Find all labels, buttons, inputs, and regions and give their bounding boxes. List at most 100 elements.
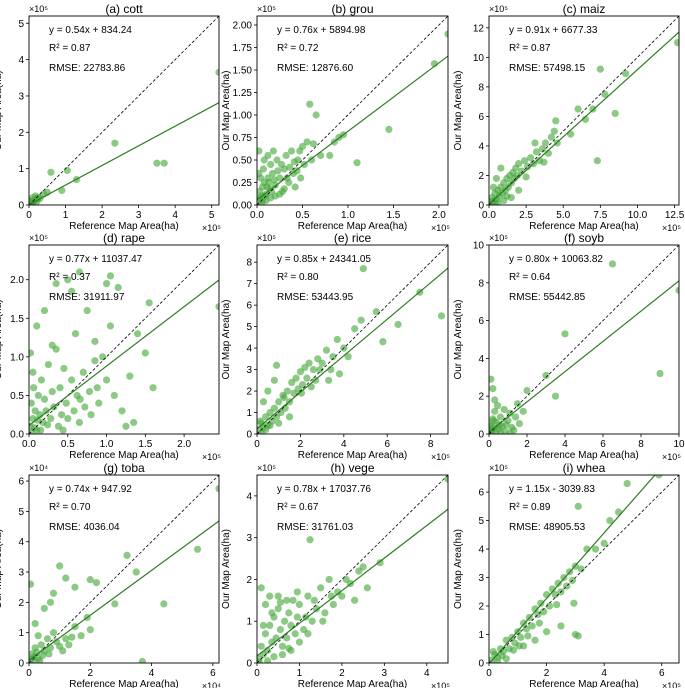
axes-frame: [256, 15, 449, 206]
scatter-point: [33, 322, 41, 330]
x-axis-label: Reference Map Area(ha): [69, 221, 179, 232]
rmse-label: RMSE: 48905.53: [509, 522, 586, 533]
y-scale-label: ×10⁵: [257, 4, 276, 14]
scatter-point: [611, 109, 619, 118]
scatter-point: [47, 168, 55, 176]
scatter-point: [138, 657, 146, 663]
scatter-point: [542, 371, 550, 380]
scatter-point: [268, 609, 276, 617]
y-tick-label: 0.25: [233, 178, 253, 189]
scatter-point: [261, 630, 270, 638]
scatter-point: [56, 562, 64, 570]
scatter-point: [59, 647, 67, 655]
scatter-point: [444, 30, 448, 38]
scatter-point: [52, 279, 60, 288]
y-tick-label: 4: [478, 545, 484, 556]
y-tick-label: 4: [246, 491, 252, 502]
x-tick-label: 8: [428, 439, 434, 450]
fit-line: [257, 267, 448, 430]
panel-c-maiz: 0.0 2.5 5.0 7.5 10.0 12.5 0 2 4 6 8 10 12 ×10⁵ ×10⁵ (c)…: [453, 2, 685, 233]
y-tick-label: 4: [18, 537, 24, 548]
scatter-point: [40, 395, 49, 403]
fit-line: [489, 280, 679, 433]
x-axis-label: Reference Map Area(ha): [529, 450, 639, 461]
scatter-point: [37, 376, 46, 384]
scatter-point: [675, 286, 679, 294]
scatter-points: [257, 30, 448, 205]
scatter-point: [44, 360, 52, 369]
x-tick-label: 6: [600, 439, 606, 450]
r2-label: R² = 0.72: [277, 43, 319, 54]
y-tick-label: 0: [478, 659, 484, 670]
scatter-point: [490, 417, 498, 425]
scatter-point: [40, 604, 48, 613]
scatter-point: [513, 400, 522, 408]
scatter-point: [540, 158, 548, 166]
x-tick-label: 3: [136, 210, 142, 221]
x-tick-label: 10: [673, 439, 685, 450]
scatter-point: [540, 608, 548, 616]
y-tick-label: 10: [473, 53, 485, 64]
scatter-point: [111, 139, 119, 147]
y-tick-label: 2: [478, 171, 484, 182]
scatter-point: [43, 635, 51, 643]
x-axis-label: Reference Map Area(ha): [529, 679, 639, 688]
scatter-point: [274, 605, 282, 613]
scatter-point: [283, 387, 291, 395]
scatter-point: [329, 600, 337, 609]
scatter-point: [326, 151, 334, 160]
x-scale-label: ×10⁵: [202, 452, 221, 462]
scatter-point: [95, 399, 103, 407]
scatter-point: [497, 164, 505, 172]
reference-lines: [29, 475, 219, 663]
panel-g-toba: 0 2 4 6 0 1 2 3 4 5 6 ×10⁴ ×10⁴ (g) toba Reference Map…: [0, 461, 221, 688]
scatter-points: [29, 68, 219, 205]
x-tick-label: 4: [601, 668, 607, 679]
scatter-point: [302, 613, 310, 621]
y-axis-label: Our Map Area(ha): [221, 70, 232, 150]
scatter-point: [574, 105, 582, 113]
scatter-point: [515, 160, 523, 168]
scatter-point: [309, 365, 318, 374]
scatter-point: [515, 420, 524, 428]
reference-lines: [489, 245, 679, 434]
x-scale-label: ×10⁵: [431, 223, 450, 233]
scatter-point: [290, 158, 298, 166]
scatter-point: [81, 403, 89, 411]
scatter-point: [49, 629, 58, 637]
scatter-point: [295, 638, 304, 646]
y-tick-label: 0.75: [233, 133, 253, 144]
scatter-point: [57, 411, 66, 419]
x-tick-label: 7.5: [593, 210, 607, 221]
scatter-point: [31, 619, 39, 628]
fit-line: [29, 520, 219, 661]
equation-label: y = 1.15x - 3039.83: [509, 484, 595, 495]
x-tick-label: 0.0: [22, 439, 36, 450]
y-tick-label: 12: [473, 23, 485, 34]
scatter-point: [517, 633, 525, 641]
axes-frame: [488, 474, 680, 664]
y-scale-label: ×10⁵: [29, 4, 48, 14]
x-tick-label: 4: [172, 210, 178, 221]
y-axis-label: Our Map Area(ha): [0, 70, 4, 150]
panel-e-rice: 0 2 4 6 8 0 1 2 3 4 5 6 7 8 ×10⁵ ×10⁵ (e) rice Reference …: [221, 231, 450, 462]
scatter-point: [276, 190, 284, 198]
scatter-point: [614, 508, 623, 516]
panel-title: (a) cott: [105, 2, 143, 16]
x-tick-label: 2: [524, 439, 530, 450]
scatter-point: [519, 619, 528, 627]
scatter-point: [521, 157, 529, 165]
reference-lines: [29, 245, 219, 434]
scatter-point: [551, 591, 559, 599]
scatter-point: [106, 322, 115, 330]
scatter-point: [532, 148, 541, 156]
rmse-label: RMSE: 53443.95: [277, 292, 354, 303]
scatter-point: [519, 407, 527, 415]
y-tick-label: 0.0: [10, 430, 24, 441]
scatter-point: [123, 551, 131, 559]
scatter-point: [554, 579, 562, 587]
scatter-point: [535, 619, 543, 627]
scatter-point: [303, 374, 311, 382]
scatter-point: [557, 622, 565, 630]
